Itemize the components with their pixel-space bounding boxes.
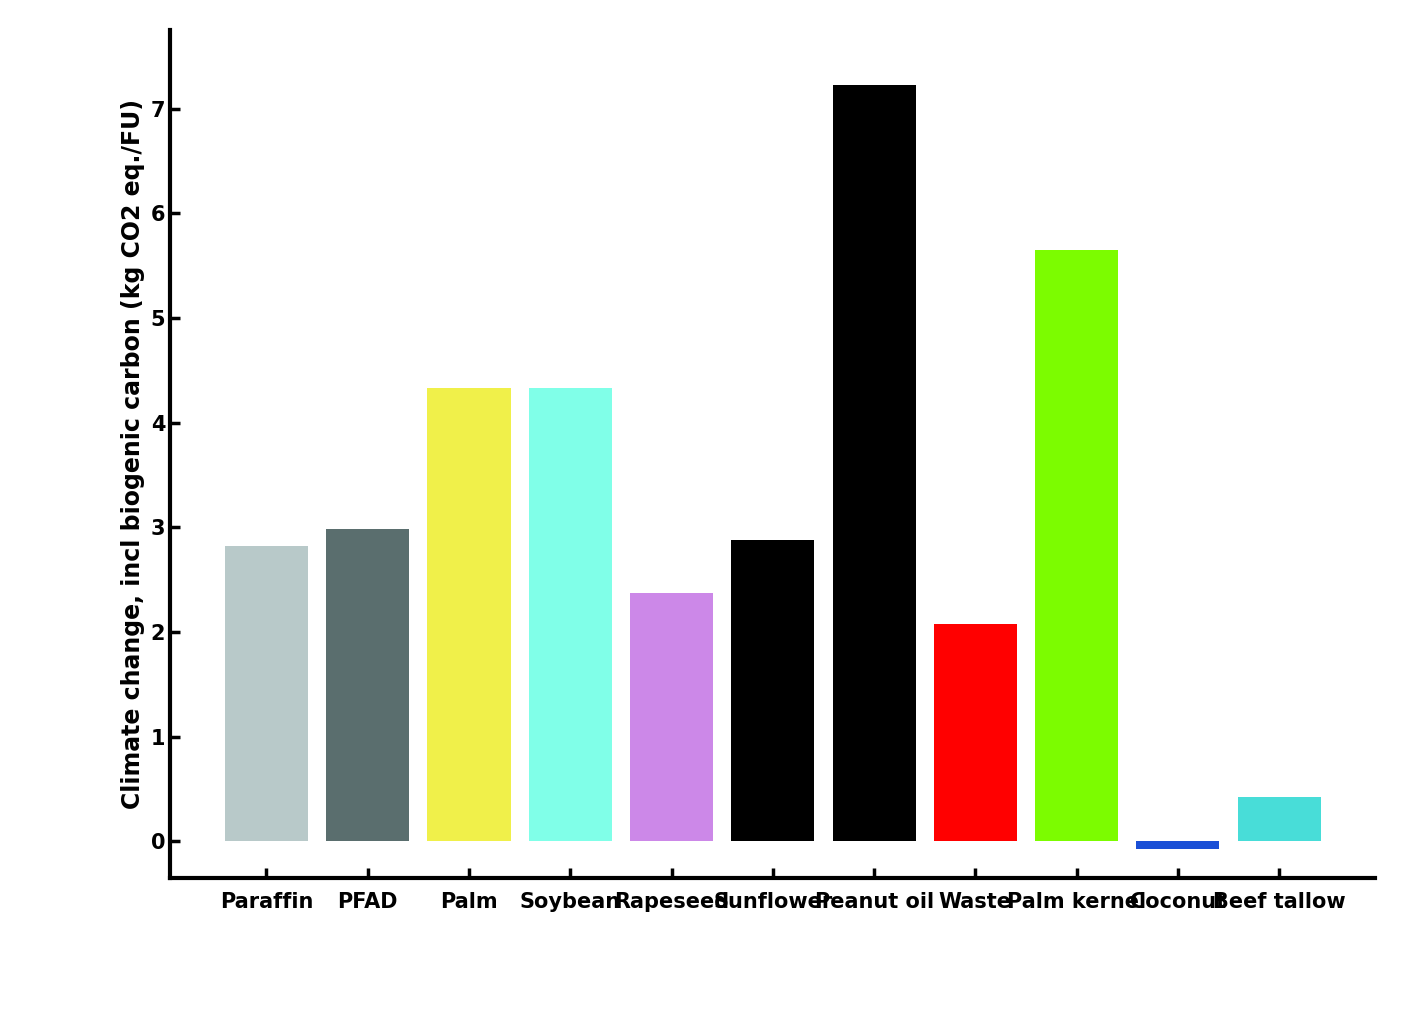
Bar	[225, 546, 308, 842]
Bar	[1238, 797, 1320, 842]
Bar	[529, 388, 611, 842]
Bar	[1136, 842, 1219, 849]
Bar	[1035, 250, 1119, 842]
Y-axis label: Climate change, incl biogenic carbon (kg CO2 eq./FU): Climate change, incl biogenic carbon (kg…	[121, 99, 145, 809]
Bar	[630, 593, 713, 842]
Bar	[427, 388, 510, 842]
Bar	[934, 624, 1017, 842]
Bar	[832, 85, 916, 842]
Bar	[732, 540, 814, 842]
Bar	[326, 530, 410, 842]
